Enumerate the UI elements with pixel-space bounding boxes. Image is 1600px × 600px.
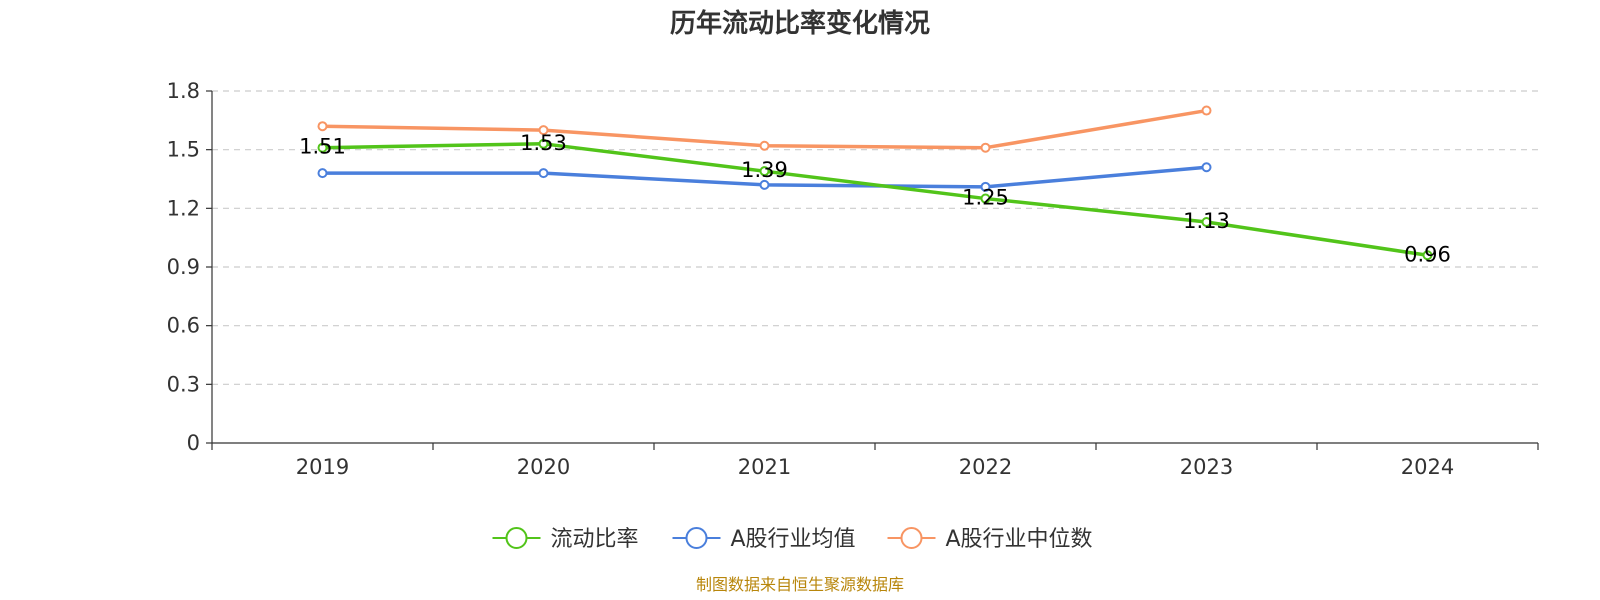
data-point [538, 125, 549, 136]
y-tick-label: 0.6 [167, 314, 200, 338]
chart-title: 历年流动比率变化情况 [670, 8, 930, 39]
data-label: 0.96 [1404, 242, 1451, 266]
data-point [759, 166, 770, 177]
data-point [538, 138, 549, 149]
data-point [980, 142, 991, 153]
data-point [759, 140, 770, 151]
legend-label: A股行业均值 [731, 527, 856, 552]
data-point [538, 168, 549, 179]
data-point [1201, 162, 1212, 173]
data-point [1422, 250, 1433, 261]
data-point [317, 168, 328, 179]
source-note: 制图数据来自恒生聚源数据库 [696, 575, 904, 594]
x-tick-label: 2019 [296, 455, 349, 479]
y-tick-label: 0.9 [167, 255, 200, 279]
data-label: 1.25 [962, 186, 1009, 210]
data-label: 1.39 [741, 158, 788, 182]
x-tick-label: 2024 [1401, 455, 1454, 479]
data-point [1201, 217, 1212, 228]
legend-marker [900, 527, 923, 549]
y-tick-label: 1.5 [167, 138, 200, 162]
x-tick-label: 2020 [517, 455, 570, 479]
data-point [759, 179, 770, 190]
data-label: 1.51 [299, 135, 346, 159]
series-line-0 [322, 142, 1428, 257]
legend: 流动比率 A股行业均值 A股行业中位数 [492, 527, 1093, 552]
x-tick-label: 2023 [1180, 455, 1233, 479]
x-tick-label: 2022 [959, 455, 1012, 479]
y-tick-label: 1.8 [167, 79, 200, 103]
legend-label: 流动比率 [551, 527, 639, 552]
y-tick-label: 0.3 [167, 372, 200, 396]
data-point [1201, 105, 1212, 116]
y-tick-label: 0 [187, 431, 200, 455]
data-label: 1.53 [520, 131, 567, 155]
series-lines [317, 105, 1433, 261]
data-point [980, 193, 991, 204]
grid-lines [212, 90, 1538, 385]
data-point [317, 142, 328, 153]
y-tick-label: 1.2 [167, 196, 200, 220]
legend-marker [685, 527, 708, 549]
data-point [980, 181, 991, 192]
legend-marker [505, 527, 528, 549]
legend-label: A股行业中位数 [946, 527, 1093, 552]
data-labels: 1.51 1.53 1.39 1.25 1.13 0.96 [299, 131, 1451, 266]
data-label: 1.13 [1183, 209, 1230, 233]
x-tick-label: 2021 [738, 455, 791, 479]
data-point [317, 121, 328, 132]
axes: 0 0.3 0.6 0.9 1.2 1.5 1.8 2019 2020 2021 2022 2023 2… [167, 79, 1539, 479]
